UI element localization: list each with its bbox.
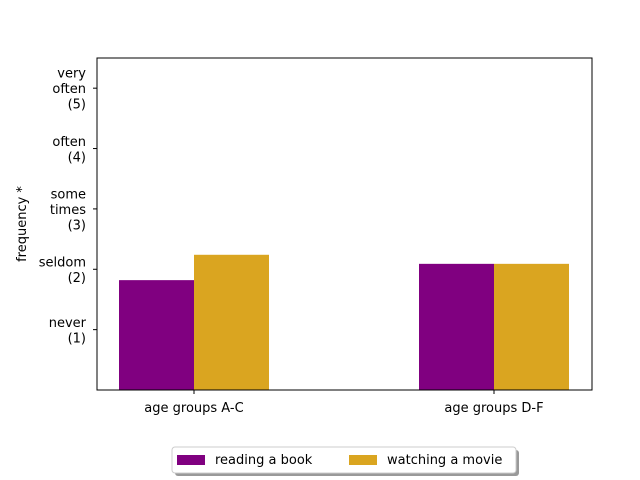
y-tick-label: seldom (2) xyxy=(39,256,86,287)
bar-watching-a-movie-2 xyxy=(494,263,569,390)
legend-box xyxy=(171,446,517,474)
plot-frame xyxy=(96,57,593,391)
y-tick-label: never (1) xyxy=(49,316,87,347)
bar-reading-a-book-2 xyxy=(419,263,494,390)
bar-reading-a-book-1 xyxy=(119,280,194,390)
legend-label: reading a book xyxy=(215,453,313,468)
legend[interactable]: reading a book watching a movie xyxy=(171,446,519,476)
y-tick-label: very often (5) xyxy=(52,67,86,113)
y-tick-label: some times (3) xyxy=(50,187,86,233)
bars-group xyxy=(119,254,569,390)
legend-swatch-reading-a-book xyxy=(177,455,205,465)
x-tick-label: age groups A-C xyxy=(144,401,243,416)
legend-swatch-watching-a-movie xyxy=(349,455,377,465)
y-axis-label: frequency * xyxy=(15,186,30,262)
bar-watching-a-movie-1 xyxy=(194,254,269,390)
y-tick-label: often (4) xyxy=(52,135,86,166)
x-tick-label: age groups D-F xyxy=(444,401,543,416)
x-axis-ticks: age groups A-C age groups D-F xyxy=(144,390,544,416)
legend-label: watching a movie xyxy=(387,453,502,468)
y-axis-ticks: never (1) seldom (2) some times (3) often (4) ver… xyxy=(39,67,97,347)
